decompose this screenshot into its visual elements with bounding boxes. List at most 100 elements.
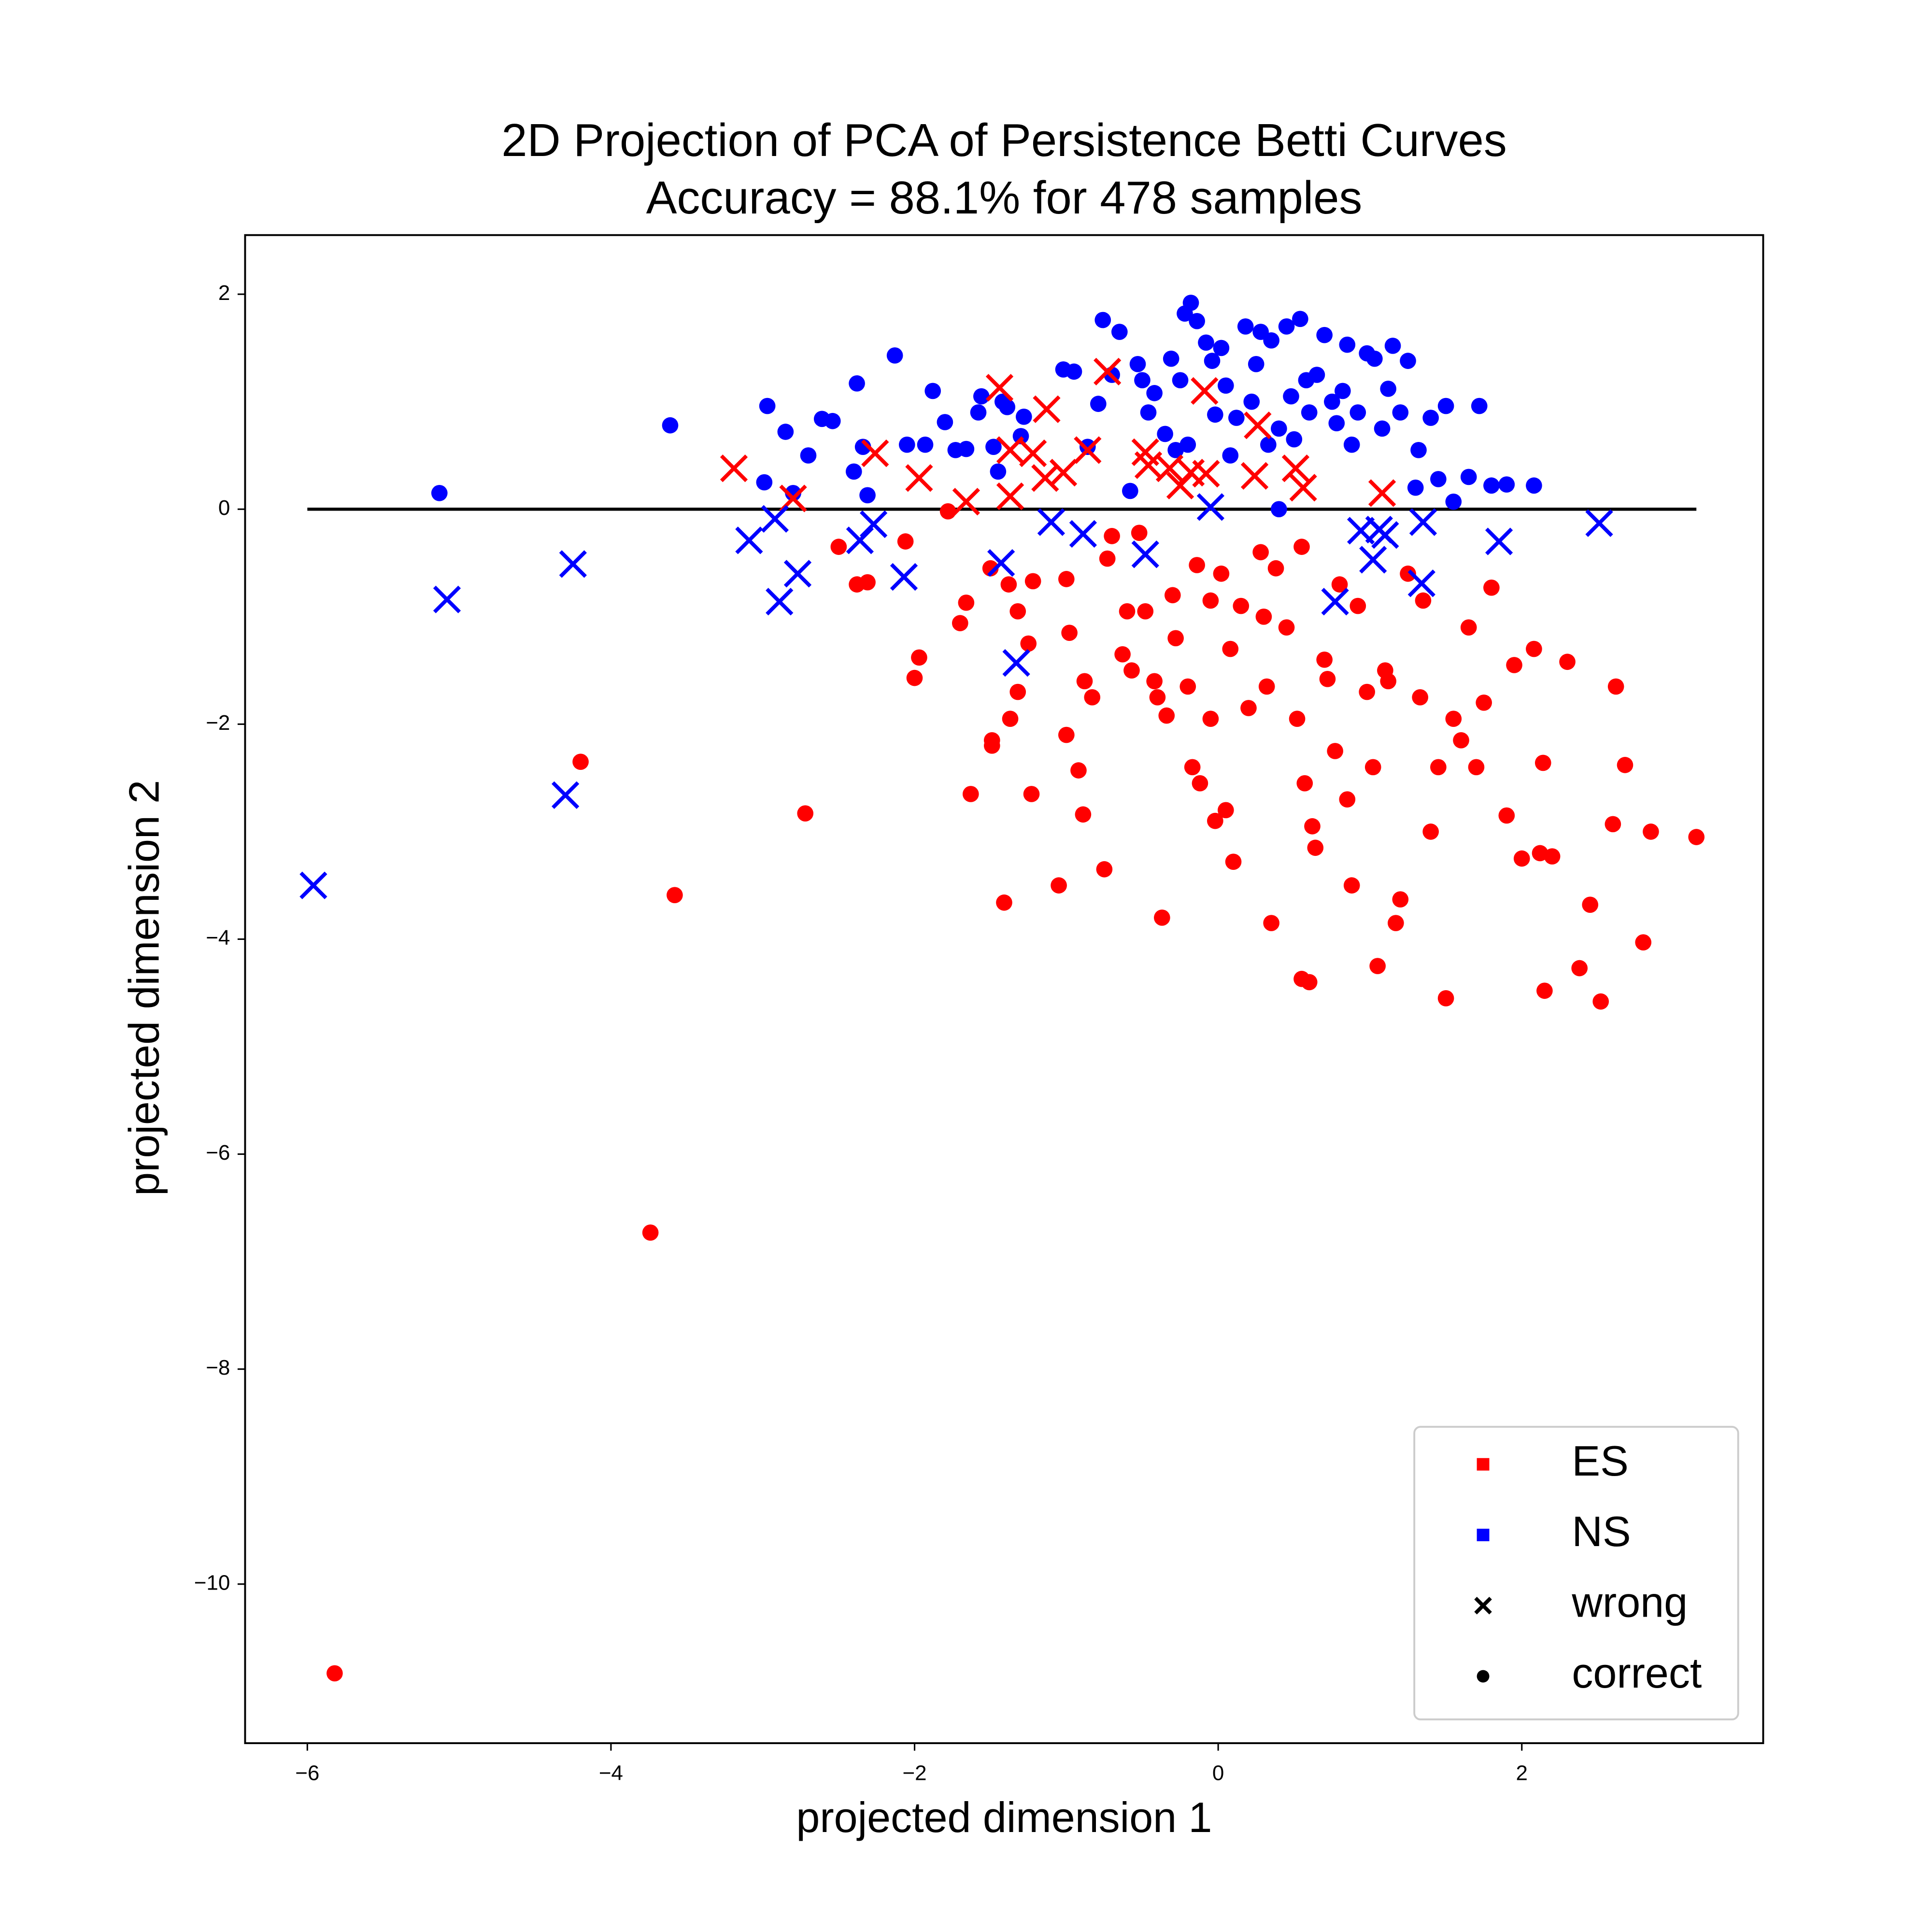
point-x bbox=[720, 455, 748, 483]
point bbox=[1430, 471, 1447, 487]
point bbox=[1605, 816, 1621, 833]
point-x-stroke bbox=[905, 464, 933, 492]
point bbox=[1182, 295, 1199, 311]
legend-label: NS bbox=[1572, 1507, 1631, 1555]
point bbox=[1328, 415, 1345, 432]
point bbox=[1165, 587, 1181, 604]
point-x-stroke bbox=[1131, 540, 1159, 568]
y-tick-label: −10 bbox=[194, 1571, 230, 1594]
x-tick-label: −4 bbox=[599, 1761, 623, 1785]
point bbox=[1339, 336, 1356, 353]
point bbox=[1258, 678, 1275, 695]
point bbox=[1061, 625, 1078, 641]
point bbox=[982, 560, 999, 577]
point bbox=[777, 424, 794, 440]
point bbox=[1536, 982, 1553, 999]
point bbox=[1158, 707, 1175, 724]
point bbox=[1400, 353, 1416, 369]
point-x-stroke bbox=[861, 439, 889, 468]
point bbox=[1207, 812, 1223, 829]
point bbox=[1163, 350, 1179, 367]
point bbox=[1149, 689, 1166, 706]
point-x-stroke bbox=[1069, 520, 1097, 548]
point bbox=[898, 436, 915, 453]
legend: ES NS wrong correct bbox=[1413, 1426, 1739, 1720]
point bbox=[1407, 479, 1424, 496]
point bbox=[1331, 576, 1348, 593]
x-tick-label: 0 bbox=[1212, 1761, 1224, 1785]
point-x bbox=[1289, 474, 1317, 502]
point bbox=[1483, 477, 1500, 494]
point-x-stroke bbox=[1191, 377, 1219, 405]
point bbox=[1359, 683, 1375, 700]
point bbox=[1179, 436, 1196, 453]
point bbox=[1513, 850, 1530, 867]
point-x bbox=[1191, 377, 1219, 405]
point-x-stroke bbox=[1074, 436, 1102, 464]
point bbox=[1271, 501, 1287, 518]
point bbox=[1445, 493, 1462, 510]
point bbox=[1607, 678, 1624, 695]
point-x-stroke bbox=[1155, 455, 1184, 483]
point bbox=[830, 539, 847, 555]
point-x-stroke bbox=[1131, 438, 1159, 466]
point bbox=[1243, 393, 1260, 410]
point bbox=[1392, 404, 1409, 421]
point bbox=[797, 805, 814, 822]
point bbox=[1131, 525, 1148, 541]
point-x-stroke bbox=[1409, 508, 1437, 536]
point bbox=[1471, 398, 1488, 414]
legend-marker bbox=[1477, 1458, 1490, 1471]
point bbox=[1571, 960, 1588, 977]
point bbox=[1122, 483, 1138, 499]
point-x-stroke bbox=[766, 587, 794, 616]
point-x bbox=[1485, 527, 1513, 555]
legend-marker bbox=[1477, 1529, 1490, 1541]
chart-subtitle: Accuracy = 88.1% for 478 samples bbox=[646, 172, 1363, 224]
point-x bbox=[1281, 455, 1310, 483]
point bbox=[1534, 754, 1551, 771]
point bbox=[1146, 673, 1163, 690]
point bbox=[1134, 372, 1151, 388]
point bbox=[1015, 409, 1032, 425]
point-x-stroke bbox=[890, 563, 918, 591]
point bbox=[845, 463, 862, 480]
y-tick-label: −4 bbox=[206, 926, 230, 950]
point-x bbox=[952, 488, 980, 516]
point bbox=[1617, 757, 1634, 773]
point-x bbox=[1131, 540, 1159, 568]
point bbox=[859, 574, 876, 591]
legend-label: ES bbox=[1572, 1437, 1628, 1485]
point bbox=[1643, 824, 1659, 840]
point bbox=[1154, 909, 1170, 926]
point-x bbox=[985, 374, 1014, 402]
point-x bbox=[1244, 412, 1272, 440]
point bbox=[1096, 861, 1113, 878]
point-x bbox=[761, 505, 789, 533]
point bbox=[973, 388, 990, 405]
point bbox=[1263, 332, 1279, 349]
point bbox=[1012, 428, 1029, 444]
point bbox=[1592, 993, 1609, 1010]
point-x bbox=[1155, 455, 1184, 483]
legend-box bbox=[1413, 1426, 1739, 1720]
point-x-stroke bbox=[1359, 546, 1387, 574]
point bbox=[1255, 608, 1272, 625]
point bbox=[1023, 786, 1040, 802]
point bbox=[800, 447, 817, 464]
point bbox=[1263, 915, 1279, 931]
point bbox=[1146, 385, 1163, 401]
point bbox=[824, 412, 841, 429]
point-x bbox=[783, 560, 812, 588]
point bbox=[1366, 350, 1383, 367]
point bbox=[917, 436, 934, 453]
point-x-stroke bbox=[783, 560, 812, 588]
point bbox=[1498, 476, 1515, 493]
point-x-stroke bbox=[1485, 527, 1513, 555]
point-x bbox=[861, 439, 889, 468]
point-x bbox=[996, 436, 1024, 464]
point bbox=[1292, 311, 1308, 327]
point bbox=[1296, 775, 1313, 792]
point bbox=[962, 786, 979, 802]
point bbox=[1327, 743, 1343, 759]
